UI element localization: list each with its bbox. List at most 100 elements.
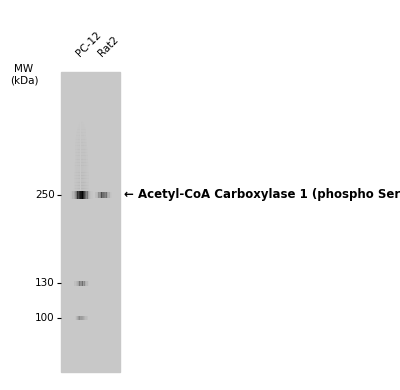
Bar	[77, 128, 78, 130]
Bar	[83, 126, 84, 128]
Bar	[85, 184, 86, 186]
Bar	[83, 149, 84, 151]
Bar	[82, 185, 83, 187]
Bar	[79, 155, 80, 157]
Bar	[79, 139, 80, 141]
Bar	[78, 184, 79, 186]
Bar	[84, 179, 85, 181]
Bar	[85, 170, 86, 171]
Bar	[87, 193, 88, 194]
Bar	[86, 316, 87, 320]
Bar	[85, 157, 86, 158]
Bar	[83, 193, 84, 194]
Bar	[78, 281, 79, 286]
Bar	[82, 184, 83, 186]
Bar	[83, 174, 84, 176]
Bar	[79, 172, 80, 174]
Bar	[77, 316, 78, 320]
Bar	[79, 160, 80, 161]
Bar	[76, 188, 77, 190]
Bar	[74, 172, 75, 174]
Bar	[80, 131, 81, 133]
Bar	[84, 178, 85, 180]
Bar	[87, 149, 88, 151]
Bar	[83, 178, 84, 180]
Bar	[76, 155, 77, 157]
Bar	[78, 183, 79, 184]
Bar	[78, 151, 79, 153]
Bar	[81, 316, 82, 320]
Bar	[83, 131, 84, 133]
Bar	[84, 187, 85, 188]
Bar	[85, 152, 86, 154]
Bar	[86, 170, 87, 171]
Bar	[84, 162, 85, 164]
Bar	[83, 181, 84, 183]
Bar	[83, 124, 84, 126]
Bar	[84, 174, 85, 176]
Bar	[79, 142, 80, 144]
Bar	[75, 162, 76, 164]
Bar	[81, 141, 82, 143]
Bar	[75, 165, 76, 167]
Bar	[83, 136, 84, 138]
Bar	[83, 138, 84, 140]
Bar	[76, 178, 77, 180]
Bar	[78, 187, 79, 188]
Bar	[77, 167, 78, 168]
Bar	[81, 148, 82, 150]
Bar	[88, 178, 89, 180]
Bar	[80, 165, 81, 167]
Bar	[85, 190, 86, 191]
Bar	[77, 129, 78, 131]
Bar	[86, 316, 87, 320]
Bar	[76, 154, 77, 156]
Bar	[86, 139, 87, 141]
Bar	[78, 185, 79, 187]
Bar	[84, 134, 85, 135]
Bar	[76, 134, 77, 135]
Bar	[84, 142, 85, 144]
Bar	[81, 154, 82, 156]
Bar	[79, 191, 80, 199]
Bar	[77, 281, 78, 286]
Bar	[74, 168, 75, 170]
Bar	[83, 135, 84, 137]
Bar	[81, 281, 82, 286]
Bar	[80, 122, 81, 124]
Bar	[82, 135, 83, 137]
Bar	[83, 134, 84, 135]
Bar	[110, 192, 111, 198]
Bar	[82, 139, 83, 141]
Bar	[80, 177, 81, 179]
Bar	[87, 187, 88, 188]
Bar	[87, 152, 88, 154]
Bar	[78, 162, 79, 164]
Bar	[80, 144, 81, 145]
Bar	[81, 168, 82, 170]
Bar	[77, 177, 78, 179]
Bar	[81, 183, 82, 184]
Bar	[87, 183, 88, 184]
Bar	[86, 165, 87, 167]
Bar	[82, 188, 83, 190]
Bar	[84, 172, 85, 174]
Bar	[80, 142, 81, 144]
Bar	[74, 191, 75, 193]
Bar	[76, 151, 77, 153]
Bar	[98, 192, 99, 198]
Bar	[87, 167, 88, 168]
Bar	[85, 281, 86, 286]
Bar	[85, 151, 86, 153]
Bar	[74, 170, 75, 171]
Bar	[80, 164, 81, 166]
Bar	[85, 145, 86, 147]
Bar	[86, 177, 87, 179]
Bar	[81, 178, 82, 180]
Bar	[84, 128, 85, 130]
Bar	[88, 191, 89, 199]
Bar	[78, 191, 79, 199]
Bar	[84, 138, 85, 140]
Bar	[84, 165, 85, 167]
Bar	[82, 134, 83, 135]
